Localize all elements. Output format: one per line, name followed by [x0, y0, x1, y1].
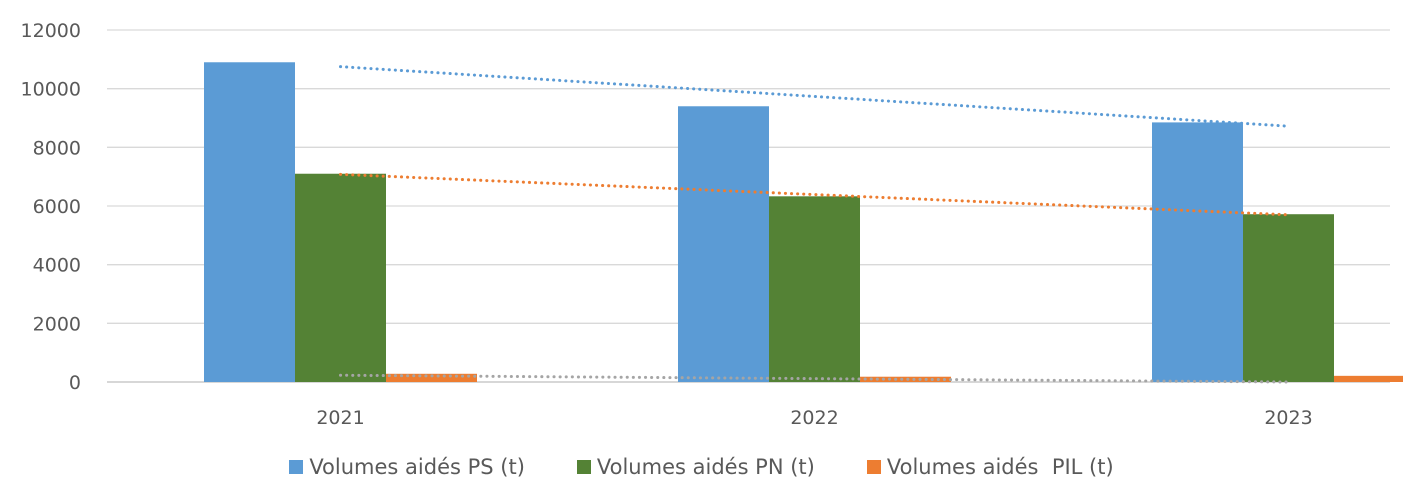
bar [295, 173, 386, 382]
y-tick-label: 4000 [33, 255, 81, 277]
x-tick-label: 2023 [1264, 407, 1312, 429]
x-tick-label: 2022 [790, 407, 838, 429]
legend-item-ps: Volumes aidés PS (t) [289, 455, 525, 479]
legend: Volumes aidés PS (t) Volumes aidés PN (t… [0, 452, 1403, 482]
bar [678, 106, 769, 383]
bar [1243, 214, 1334, 382]
y-tick-label: 8000 [33, 137, 81, 159]
x-tick-label: 2021 [316, 407, 364, 429]
y-tick-label: 12000 [21, 20, 81, 42]
bar [386, 373, 477, 382]
y-tick-label: 2000 [33, 313, 81, 335]
trendline [339, 373, 1290, 384]
bar [1334, 375, 1403, 382]
bar [860, 376, 951, 382]
legend-label-ps: Volumes aidés PS (t) [309, 455, 525, 479]
trendline [339, 65, 1290, 128]
legend-label-pn: Volumes aidés PN (t) [596, 455, 815, 479]
legend-item-pil: Volumes aidés PIL (t) [866, 455, 1114, 479]
legend-label-pil: Volumes aidés PIL (t) [886, 455, 1114, 479]
trendline [339, 172, 1290, 217]
bar [1152, 122, 1243, 383]
bar [204, 62, 295, 383]
y-tick-label: 10000 [21, 79, 81, 101]
y-tick-label: 0 [69, 372, 81, 394]
legend-swatch-ps [289, 460, 304, 474]
legend-swatch-pil [866, 460, 881, 474]
bar-chart: 0 2000 4000 6000 8000 10000 12000 2021 2022 2023 [21, 20, 1403, 429]
y-tick-label: 6000 [33, 196, 81, 218]
bar [769, 196, 860, 382]
legend-swatch-pn [576, 460, 591, 474]
legend-item-pn: Volumes aidés PN (t) [576, 455, 815, 479]
